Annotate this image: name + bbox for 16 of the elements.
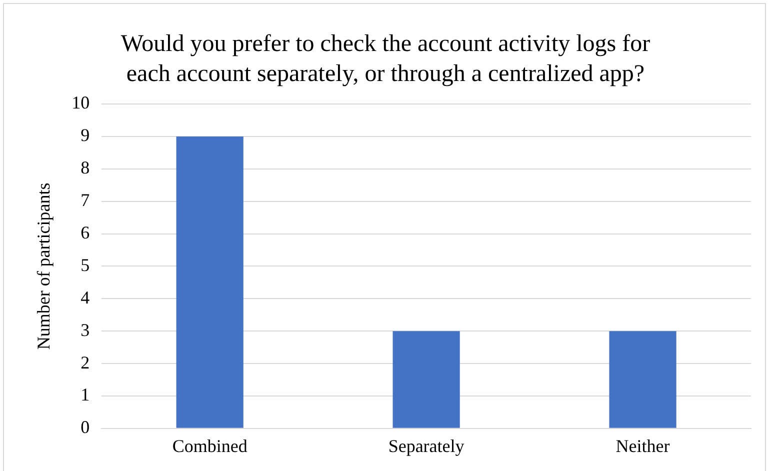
y-tick-label: 9 [80, 125, 90, 146]
x-tick-label: Separately [388, 436, 464, 456]
y-tick-label: 6 [80, 222, 90, 242]
y-tick-label: 0 [80, 417, 90, 438]
y-tick-label: 10 [72, 92, 90, 113]
y-tick-label: 5 [80, 254, 90, 275]
x-tick-label: Neither [616, 436, 670, 456]
x-tick-label: Combined [172, 436, 248, 456]
y-tick-label: 7 [80, 190, 90, 210]
y-axis-title: Number of participants [34, 182, 54, 350]
y-tick-label: 1 [80, 384, 90, 405]
y-tick-label: 3 [80, 320, 90, 340]
chart-title: Would you prefer to check the account activity logs for each account separately, or through a centralized app? [120, 30, 652, 89]
y-tick-label: 2 [80, 352, 90, 372]
y-tick-label: 8 [80, 158, 90, 178]
y-tick-label: 4 [80, 287, 90, 308]
